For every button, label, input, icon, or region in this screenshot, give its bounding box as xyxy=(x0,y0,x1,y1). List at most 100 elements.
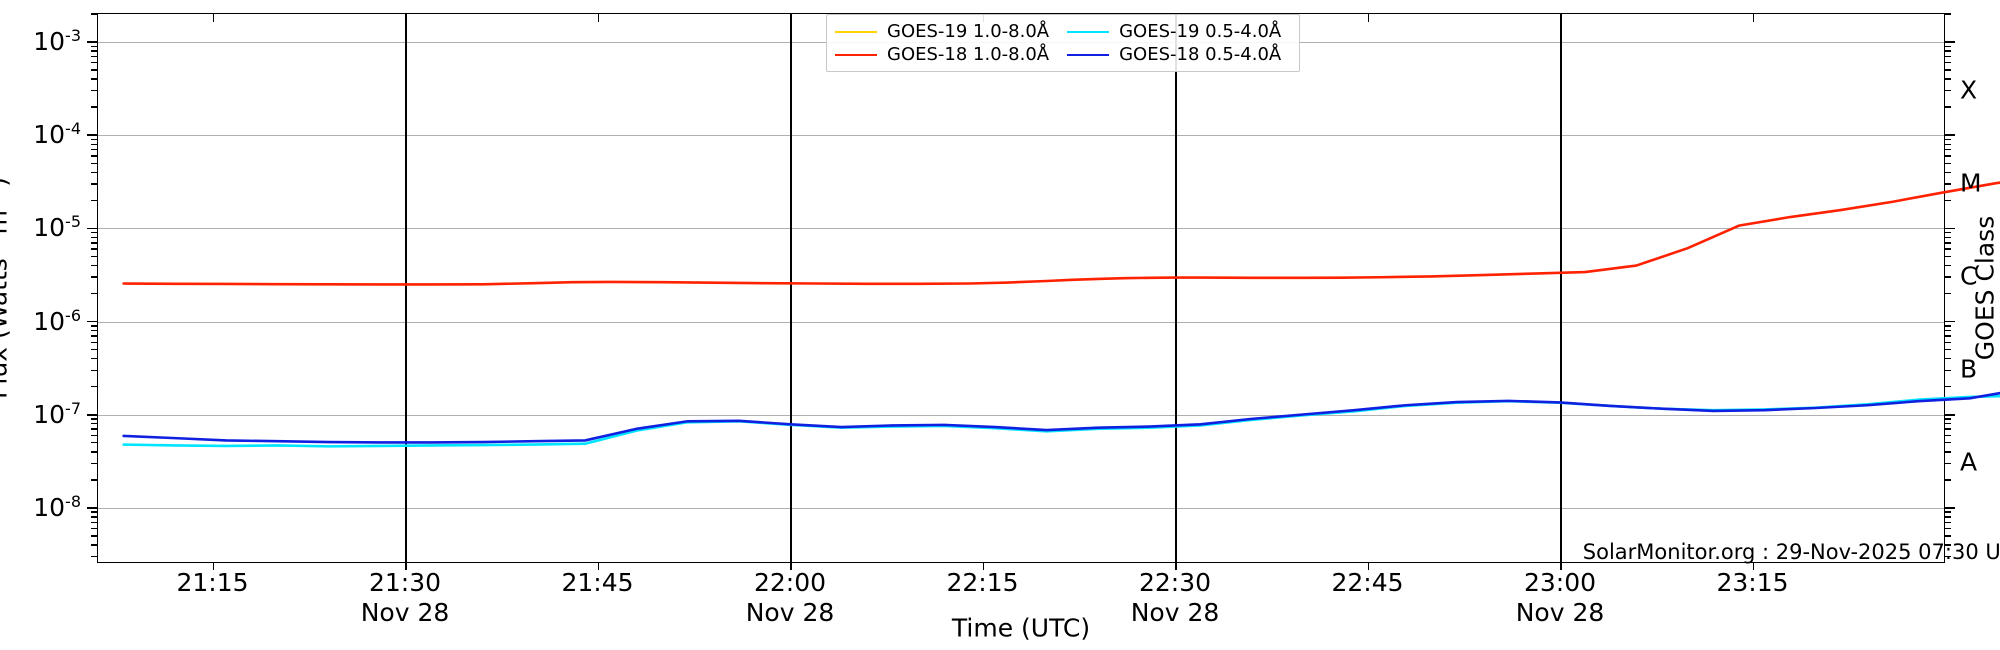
y-axis-minor-tick xyxy=(1944,55,1951,58)
y-axis-minor-tick xyxy=(1944,106,1951,108)
y-axis-minor-tick xyxy=(1944,385,1951,388)
y-axis-minor-tick xyxy=(91,106,98,108)
y-axis-minor-tick xyxy=(1944,527,1951,530)
y-axis-minor-tick xyxy=(91,78,98,80)
y-axis-minor-tick xyxy=(1944,90,1951,92)
y-axis-major-tick xyxy=(87,320,98,323)
legend-swatch xyxy=(1067,30,1110,33)
y-axis-minor-tick xyxy=(1944,69,1951,71)
x-axis-tick-label: 22:15 xyxy=(946,568,1019,597)
y-axis-minor-tick xyxy=(91,442,98,444)
plot-area: SolarMonitor.org : 29-Nov-2025 07:30 UTC xyxy=(87,13,2000,570)
y-axis-minor-tick xyxy=(91,138,98,141)
goes-class-label: M xyxy=(1960,168,1982,198)
y-axis-minor-tick xyxy=(91,171,98,173)
y-axis-tick-label: 10-6 xyxy=(33,305,81,336)
y-axis-minor-tick xyxy=(91,335,98,337)
x-axis-tick xyxy=(790,562,792,570)
legend: GOES-19 1.0-8.0Å GOES-19 0.5-4.0Å GOES-18 … xyxy=(826,14,1301,72)
flux-line-goes-19-0540 xyxy=(124,394,2000,447)
y-axis-minor-tick xyxy=(1944,231,1951,234)
y-axis-minor-tick xyxy=(91,329,98,332)
y-axis-minor-tick xyxy=(1944,479,1951,481)
legend-label: GOES-19 1.0-8.0Å xyxy=(887,21,1050,42)
y-axis-minor-tick xyxy=(1944,183,1951,185)
y-axis-minor-tick xyxy=(91,50,98,52)
y-axis-minor-tick xyxy=(1944,155,1951,157)
time-boundary-line xyxy=(790,14,792,562)
y-axis-minor-tick xyxy=(1944,50,1951,52)
y-axis-minor-tick xyxy=(91,423,98,425)
x-axis-date-label: Nov 28 xyxy=(745,598,835,627)
y-axis-minor-tick xyxy=(1944,357,1951,360)
y-axis-minor-tick xyxy=(91,90,98,92)
legend-label: GOES-18 1.0-8.0Å xyxy=(887,44,1050,65)
x-axis-date-label: Nov 28 xyxy=(360,598,450,627)
x-axis-tick xyxy=(1367,14,1370,22)
y-axis-minor-tick xyxy=(1944,248,1951,250)
y-axis-minor-tick xyxy=(1944,442,1951,444)
y-axis-minor-tick xyxy=(1944,148,1951,151)
y-axis-minor-tick xyxy=(91,451,98,453)
y-axis-major-tick xyxy=(87,41,98,43)
y-axis-minor-tick xyxy=(91,418,98,420)
y-axis-minor-tick xyxy=(91,183,98,185)
gridline xyxy=(98,135,1944,137)
y-axis-major-tick xyxy=(1944,41,1955,43)
y-axis-minor-tick xyxy=(1944,451,1951,453)
y-axis-minor-tick xyxy=(1944,516,1951,518)
flux-curves xyxy=(98,14,1944,562)
y-axis-minor-tick xyxy=(1944,325,1951,327)
y-axis-minor-tick xyxy=(91,242,98,244)
x-axis-tick-label: 22:00 xyxy=(753,568,827,597)
x-axis-tick xyxy=(212,14,215,22)
y-axis-minor-tick xyxy=(91,143,98,145)
gridline xyxy=(98,228,1944,230)
y-axis-tick-label: 10-5 xyxy=(33,212,81,243)
y-axis-minor-tick xyxy=(1944,242,1951,244)
y-axis-minor-tick xyxy=(1944,369,1951,371)
x-axis-tick xyxy=(212,562,215,570)
y-axis-minor-tick xyxy=(1944,78,1951,80)
y-axis-minor-tick xyxy=(1944,292,1951,295)
y-axis-major-tick xyxy=(87,413,98,416)
y-axis-minor-tick xyxy=(91,341,98,343)
time-boundary-line xyxy=(1175,14,1177,562)
y-axis-minor-tick xyxy=(1944,199,1951,202)
legend-label: GOES-19 0.5-4.0Å xyxy=(1119,21,1282,42)
y-axis-title: Flux (Watts · m⁻²) xyxy=(0,177,13,399)
y-axis-major-tick xyxy=(1944,320,1955,323)
y-axis-minor-tick xyxy=(1944,521,1951,524)
y-axis-minor-tick xyxy=(91,55,98,58)
y-axis-minor-tick xyxy=(91,162,98,164)
y-axis-minor-tick xyxy=(91,13,98,15)
y-axis-minor-tick xyxy=(1944,535,1951,537)
legend-swatch xyxy=(835,53,877,56)
y-axis-major-tick xyxy=(87,227,98,230)
x-axis-tick-label: 23:00 xyxy=(1523,568,1597,597)
goes-class-label: X xyxy=(1960,75,1978,105)
legend-swatch xyxy=(1067,53,1110,56)
y-axis-minor-tick xyxy=(91,462,98,465)
y-axis-minor-tick xyxy=(91,521,98,524)
y-axis-minor-tick xyxy=(91,292,98,295)
goes-class-label: C xyxy=(1960,261,1978,291)
y-axis-minor-tick xyxy=(91,434,98,437)
y-axis-minor-tick xyxy=(91,155,98,157)
y-axis-minor-tick xyxy=(91,62,98,64)
y-axis-minor-tick xyxy=(91,264,98,267)
y-axis-minor-tick xyxy=(91,231,98,234)
x-axis-tick xyxy=(405,562,407,570)
legend-swatch xyxy=(835,30,877,33)
y-axis-minor-tick xyxy=(91,199,98,202)
y-axis-minor-tick xyxy=(1944,276,1951,278)
gridline xyxy=(98,321,1944,323)
y-axis-minor-tick xyxy=(91,45,98,47)
y-axis-minor-tick xyxy=(91,511,98,513)
y-axis-minor-tick xyxy=(91,535,98,537)
flux-line-goes-18-1080 xyxy=(124,159,2000,285)
y-axis-minor-tick xyxy=(1944,511,1951,513)
y-axis-minor-tick xyxy=(91,385,98,388)
y-axis-minor-tick xyxy=(1944,138,1951,141)
